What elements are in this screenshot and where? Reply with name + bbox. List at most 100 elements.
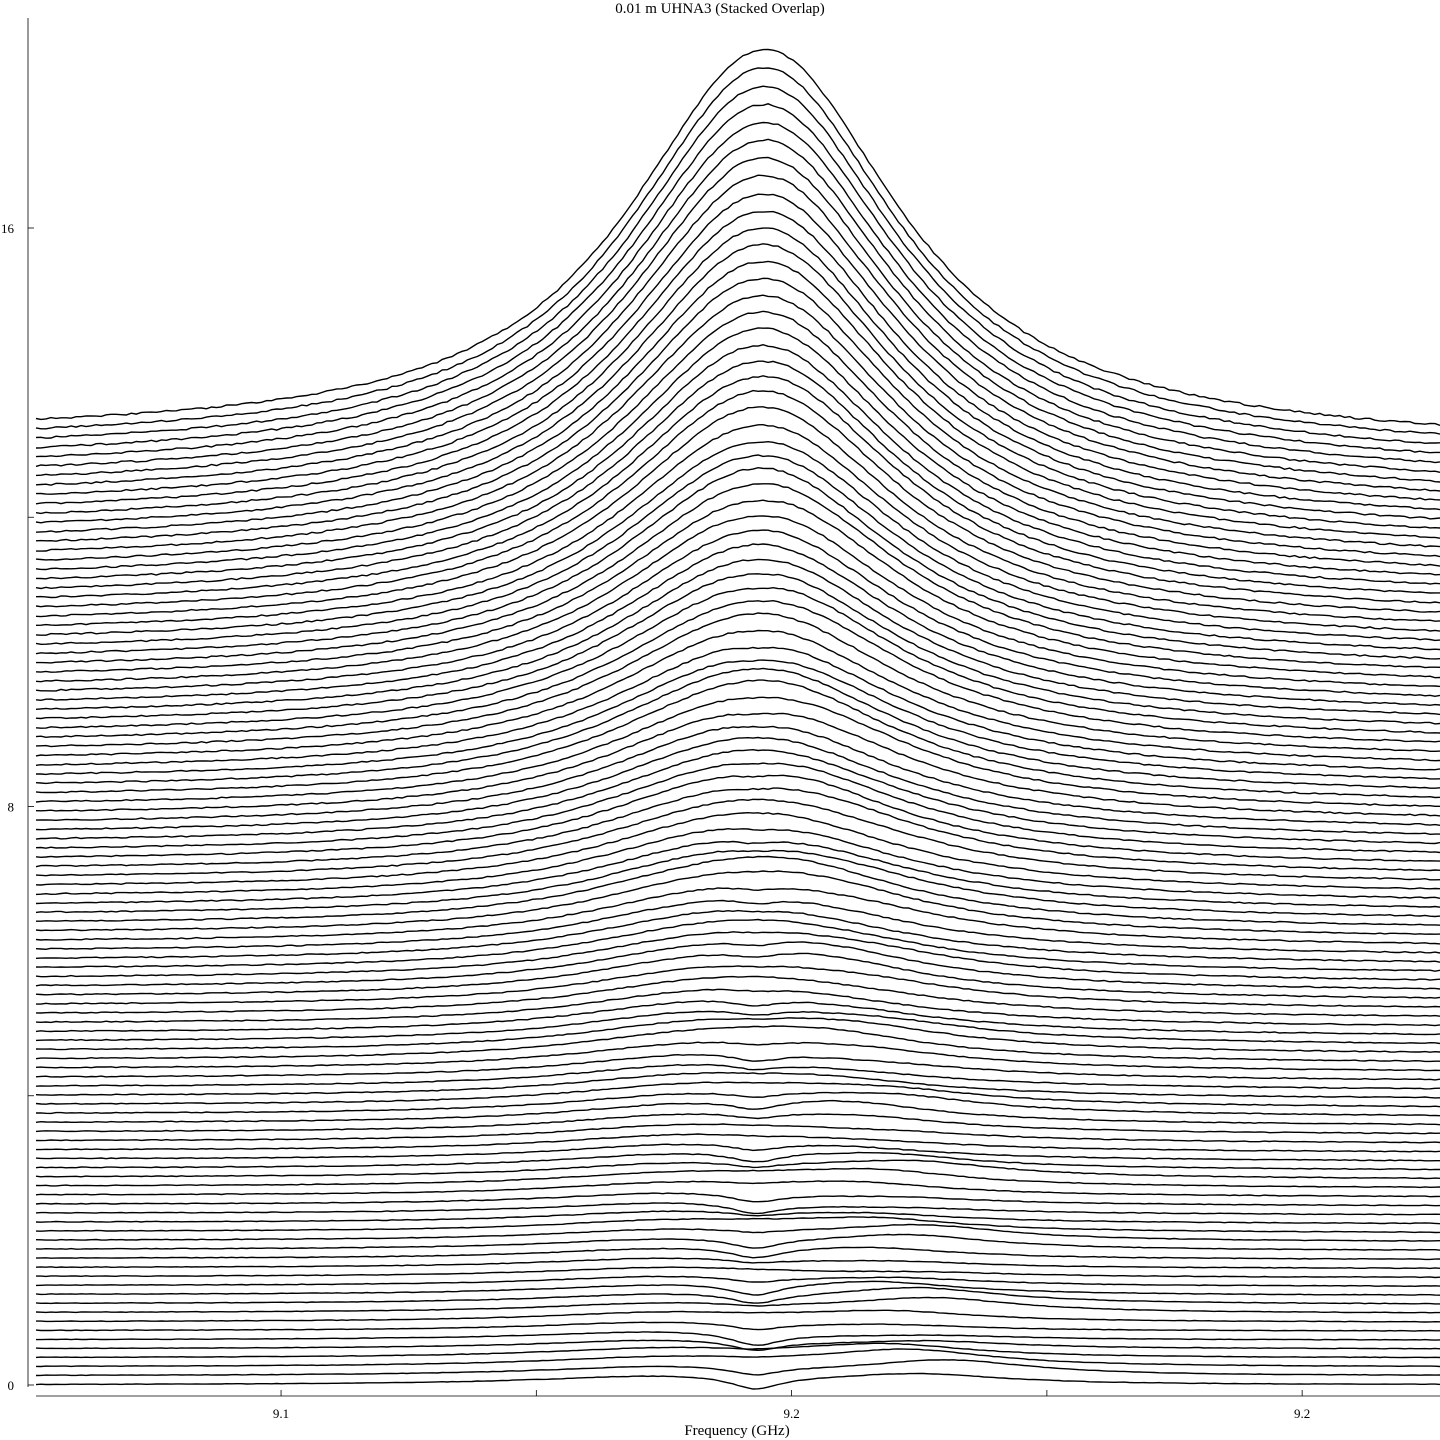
x-tick-label: 9.2: [783, 1406, 799, 1421]
trace-line: [35, 1339, 1440, 1352]
trace-line: [35, 310, 1440, 567]
trace-line: [35, 1210, 1440, 1225]
trace-line: [35, 1296, 1440, 1314]
trace-line: [35, 612, 1440, 752]
trace-line: [35, 811, 1440, 890]
trace-line: [35, 899, 1440, 954]
trace-line: [35, 725, 1440, 826]
trace-line: [35, 748, 1440, 845]
trace-group: [35, 48, 1440, 1390]
trace-line: [35, 67, 1440, 435]
trace-line: [35, 1202, 1440, 1216]
trace-line: [35, 1359, 1440, 1377]
trace-line: [35, 909, 1440, 963]
trace-line: [35, 1143, 1440, 1162]
trace-line: [35, 762, 1440, 854]
trace-line: [35, 840, 1440, 908]
trace-line: [36, 1331, 1440, 1346]
trace-line: [35, 454, 1440, 651]
trace-line: [35, 849, 1440, 918]
trace-line: [35, 406, 1440, 622]
trace-line: [35, 798, 1440, 881]
trace-line: [35, 327, 1440, 576]
trace-line: [35, 586, 1440, 734]
trace-line: [36, 965, 1440, 1008]
trace-line: [35, 210, 1440, 511]
trace-line: [35, 121, 1440, 464]
trace-line: [35, 1216, 1440, 1234]
trace-line: [35, 646, 1440, 771]
chart-title: 0.01 m UHNA3 (Stacked Overlap): [615, 1, 825, 17]
trace-line: [36, 483, 1440, 669]
trace-line: [35, 679, 1440, 799]
trace-line: [35, 1348, 1440, 1368]
trace-line: [35, 515, 1440, 688]
trace-line: [35, 138, 1440, 473]
y-tick-label: 0: [8, 1378, 15, 1393]
trace-line: [35, 975, 1440, 1017]
trace-line: [35, 1091, 1440, 1117]
y-tick-group: 0 8 16: [1, 221, 34, 1393]
trace-line: [35, 277, 1440, 548]
trace-line: [35, 870, 1440, 935]
x-axis-label: Frequency (GHz): [684, 1423, 789, 1439]
trace-line: [36, 1309, 1440, 1323]
trace-line: [35, 1113, 1440, 1135]
trace-line: [35, 887, 1440, 945]
trace-line: [35, 193, 1440, 501]
trace-line: [36, 659, 1440, 780]
trace-line: [35, 1372, 1440, 1390]
x-tick-label: 9.1: [273, 1406, 289, 1421]
trace-line: [35, 1099, 1440, 1126]
trace-line: [35, 827, 1440, 899]
trace-line: [35, 1081, 1440, 1108]
trace-line: [35, 1041, 1440, 1072]
trace-line: [35, 918, 1440, 972]
trace-line: [35, 1280, 1440, 1296]
trace-line: [35, 787, 1440, 872]
trace-line: [35, 573, 1440, 725]
trace-line: [35, 1167, 1440, 1189]
trace-line: [35, 736, 1440, 836]
trace-line: [36, 855, 1440, 926]
trace-line: [35, 931, 1440, 981]
trace-line: [35, 774, 1440, 862]
trace-line: [35, 696, 1440, 807]
trace-line: [35, 243, 1440, 529]
trace-line: [35, 599, 1440, 743]
trace-line: [35, 1286, 1440, 1305]
trace-line: [35, 1342, 1440, 1359]
trace-line: [35, 1246, 1440, 1261]
x-tick-label: 9.2: [1294, 1406, 1310, 1421]
trace-line: [35, 103, 1440, 454]
trace-line: [35, 1010, 1440, 1045]
trace-line: [35, 1063, 1440, 1090]
trace-line: [35, 466, 1440, 660]
trace-line: [35, 343, 1440, 585]
y-tick-label: 16: [1, 221, 15, 236]
trace-line: [35, 156, 1440, 483]
trace-line: [35, 227, 1440, 520]
trace-line: [35, 952, 1440, 999]
x-tick-group: 9.1 9.2 9.2: [273, 1390, 1310, 1421]
trace-line: [36, 294, 1440, 558]
trace-line: [35, 1159, 1440, 1180]
trace-line: [35, 1257, 1440, 1270]
trace-line: [35, 85, 1440, 445]
trace-line: [35, 558, 1440, 716]
trace-line: [35, 543, 1440, 707]
trace-line: [35, 712, 1440, 817]
trace-line: [35, 1233, 1440, 1251]
trace-line: [35, 1151, 1440, 1171]
trace-line: [35, 389, 1440, 613]
trace-line: [35, 260, 1440, 539]
trace-line: [36, 1266, 1440, 1279]
trace-line: [35, 1071, 1440, 1099]
trace-line: [35, 529, 1440, 698]
trace-line: [35, 1223, 1440, 1242]
trace-line: [35, 360, 1440, 594]
trace-line: [35, 174, 1440, 492]
trace-line: [35, 499, 1440, 679]
trace-line: [35, 1123, 1440, 1144]
